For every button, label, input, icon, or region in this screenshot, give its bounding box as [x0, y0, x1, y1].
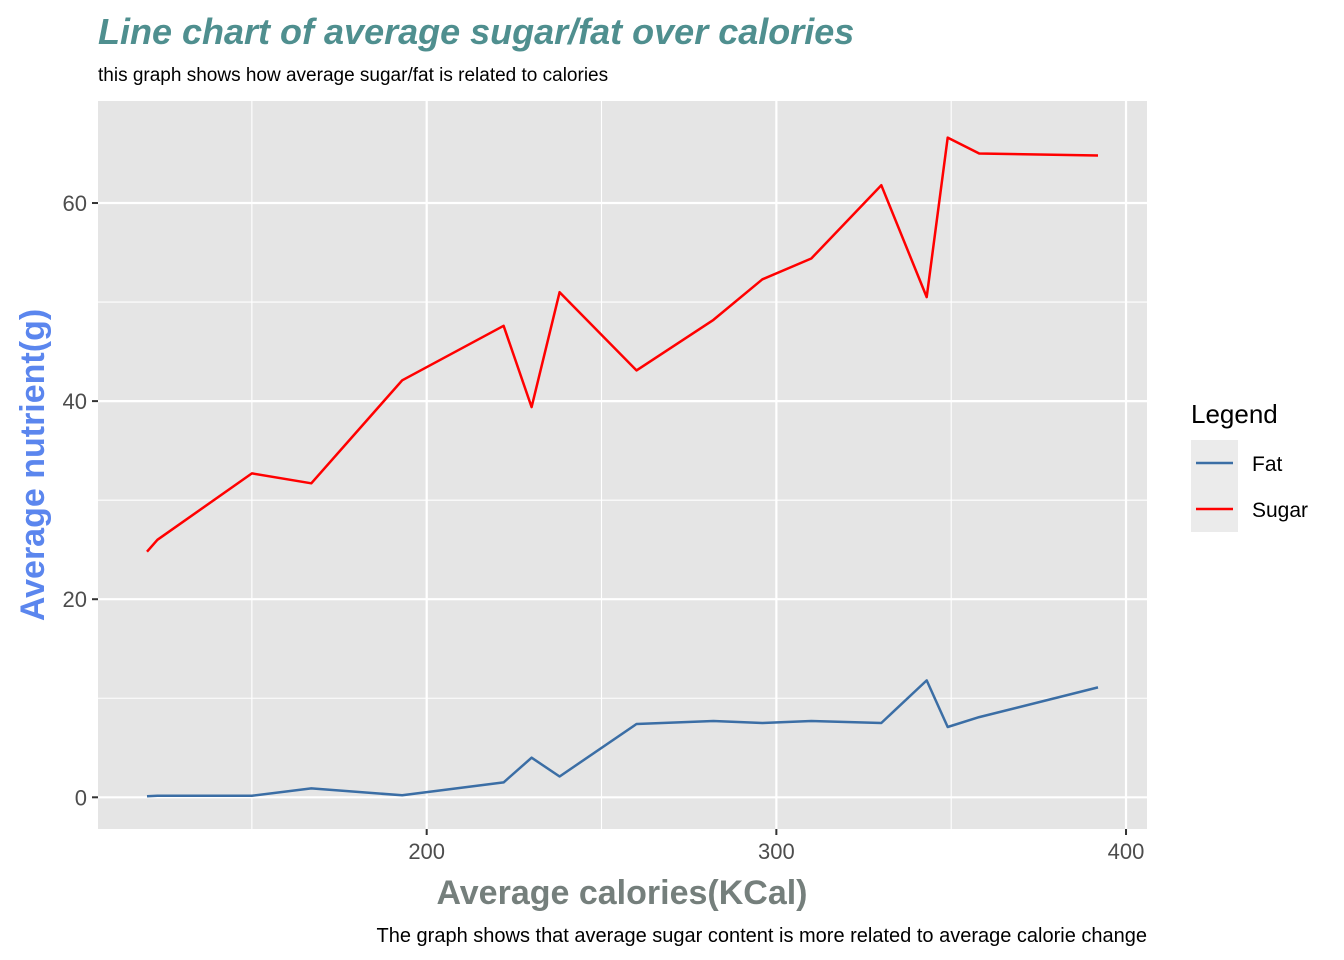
y-tick-label: 20	[63, 587, 87, 612]
x-tick-label: 300	[758, 839, 795, 864]
legend-title: Legend	[1191, 399, 1278, 429]
legend: Legend Fat Sugar	[1191, 399, 1308, 532]
y-axis-label: Average nutrient(g)	[14, 309, 52, 621]
series-lines	[146, 136, 1099, 798]
legend-keys: Fat Sugar	[1191, 440, 1308, 532]
x-tick-label: 400	[1108, 839, 1145, 864]
y-tick-labels: 0 20 40 60	[63, 191, 87, 810]
major-gridlines	[98, 101, 1147, 829]
y-tick-label: 60	[63, 191, 87, 216]
legend-key-background	[1191, 440, 1238, 532]
series-line-sugar	[146, 136, 1099, 553]
chart-subtitle: this graph shows how average sugar/fat i…	[98, 65, 608, 86]
y-tick-label: 40	[63, 389, 87, 414]
x-axis-label: Average calories(KCal)	[436, 874, 807, 912]
legend-label-sugar: Sugar	[1252, 499, 1308, 522]
minor-gridlines	[98, 101, 1147, 829]
x-tick-label: 200	[408, 839, 445, 864]
plot-panel	[98, 101, 1147, 829]
series-line-fat	[146, 679, 1099, 798]
legend-label-fat: Fat	[1252, 453, 1283, 476]
chart-caption: The graph shows that average sugar conte…	[377, 925, 1147, 947]
axis-ticks	[92, 202, 1128, 835]
chart-title: Line chart of average sugar/fat over cal…	[98, 11, 854, 52]
y-tick-label: 0	[75, 785, 87, 810]
x-tick-labels: 200 300 400	[408, 839, 1144, 864]
